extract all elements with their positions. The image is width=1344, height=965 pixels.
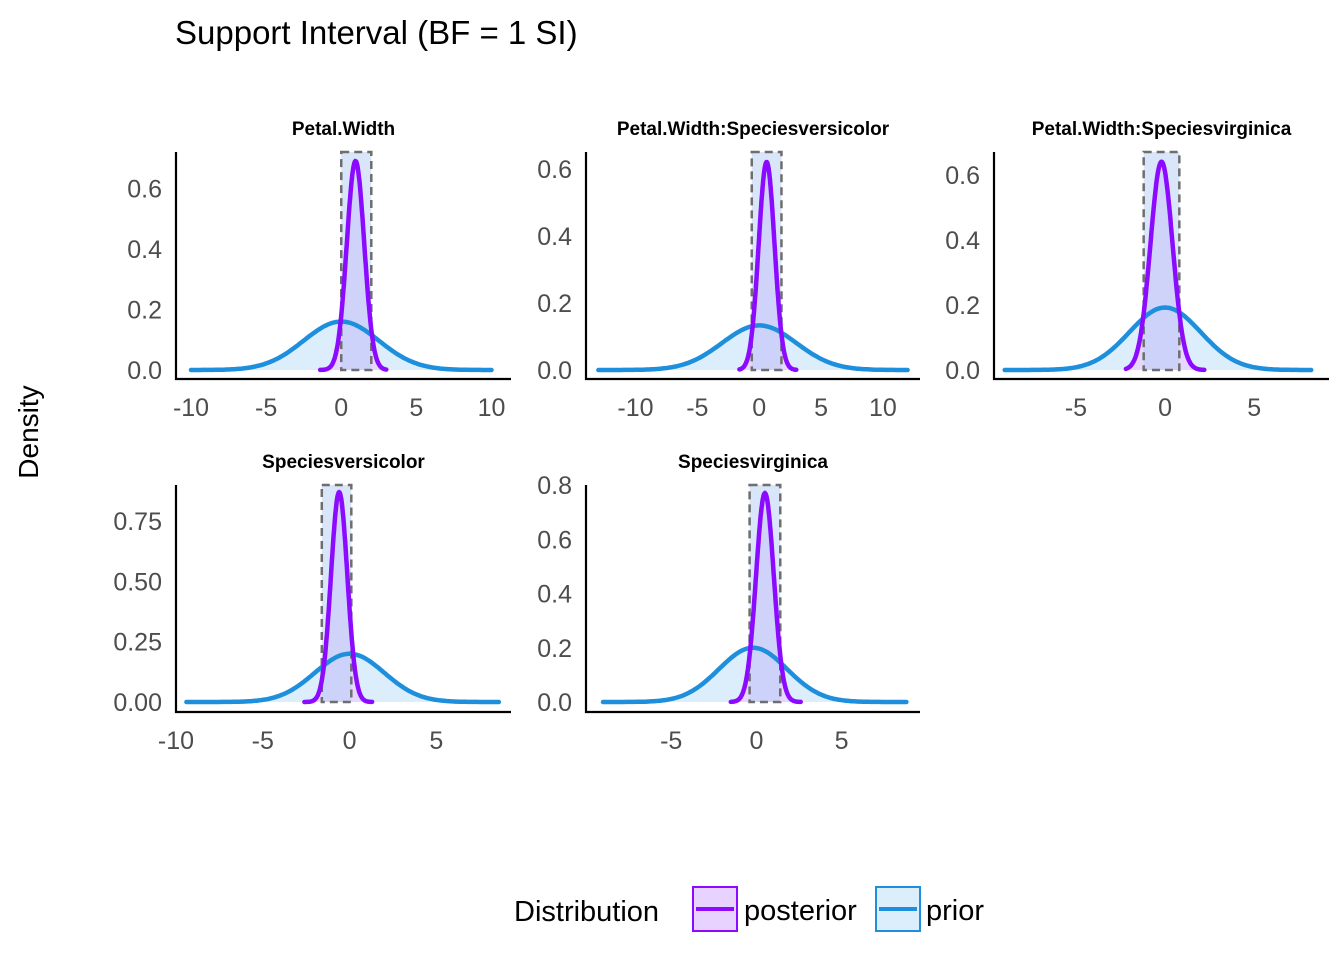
y-tick-label: 0.4 — [945, 227, 980, 255]
y-tick-label: 0.0 — [127, 357, 162, 385]
y-tick-label: 0.00 — [113, 689, 162, 717]
x-tick-label: 0 — [334, 394, 348, 422]
x-tick-label: 5 — [429, 727, 443, 755]
facet-strip-label: Speciesvirginica — [678, 452, 828, 473]
y-axis-label: Density — [13, 385, 44, 478]
y-tick-label: 0.4 — [537, 223, 572, 251]
legend-label-prior: prior — [926, 895, 984, 927]
y-tick-label: 0.0 — [537, 357, 572, 385]
posterior-line — [1123, 159, 1207, 373]
facet-speciesvirginica: Speciesvirginica 0.0 0.2 0.4 0.6 0.8 -5 0 5 — [537, 452, 920, 755]
legend-key-posterior — [692, 886, 738, 932]
facet-strip-label: Petal.Width — [292, 119, 395, 140]
prior-line — [1002, 305, 1314, 373]
y-tick-label: 0.25 — [113, 629, 162, 657]
prior-line — [600, 645, 909, 705]
posterior-line — [737, 159, 799, 373]
posterior-line — [317, 158, 389, 373]
facet-strip-label: Petal.Width:Speciesversicolor — [617, 119, 890, 140]
y-tick-label: 0.6 — [537, 526, 572, 554]
facet-strip-label: Petal.Width:Speciesvirginica — [1032, 119, 1292, 140]
x-tick-label: -5 — [1065, 394, 1087, 422]
y-tick-label: 0.6 — [945, 162, 980, 190]
y-tick-label: 0.4 — [537, 581, 572, 609]
x-tick-label: 0 — [343, 727, 357, 755]
x-tick-label: 0 — [1158, 394, 1172, 422]
x-tick-label: -5 — [255, 394, 277, 422]
legend-key-prior — [875, 886, 921, 932]
y-tick-label: 0.4 — [127, 236, 162, 264]
x-tick-label: 10 — [478, 394, 506, 422]
x-tick-label: 5 — [835, 727, 849, 755]
y-tick-label: 0.75 — [113, 508, 162, 536]
y-tick-label: 0.0 — [537, 689, 572, 717]
facet-strip-label: Speciesversicolor — [262, 452, 425, 473]
x-tick-label: -10 — [158, 727, 194, 755]
facet-speciesversicolor: Speciesversicolor 0.00 0.25 0.50 0.75 -10 -5 0 5 — [113, 452, 511, 755]
y-tick-label: 0.50 — [113, 568, 162, 596]
y-tick-label: 0.8 — [537, 472, 572, 500]
x-tick-label: -5 — [252, 727, 274, 755]
x-tick-label: -5 — [686, 394, 708, 422]
legend: Distribution posterior prior — [514, 886, 984, 932]
posterior-line — [728, 490, 803, 705]
legend-title: Distribution — [514, 896, 659, 928]
x-tick-label: -10 — [173, 394, 209, 422]
facet-petal-width-speciesversicolor: Petal.Width:Speciesversicolor 0.0 0.2 0.4 0.… — [537, 119, 920, 422]
y-tick-label: 0.0 — [945, 357, 980, 385]
x-tick-label: 0 — [749, 727, 763, 755]
y-tick-label: 0.2 — [127, 296, 162, 324]
x-tick-label: 5 — [814, 394, 828, 422]
x-tick-label: -5 — [660, 727, 682, 755]
x-tick-label: 10 — [869, 394, 897, 422]
posterior-line — [302, 489, 375, 705]
y-tick-label: 0.6 — [127, 175, 162, 203]
facet-petal-width: Petal.Width 0.0 0.2 0.4 0.6 -10 -5 0 5 10 — [127, 119, 511, 422]
y-tick-label: 0.2 — [945, 292, 980, 320]
y-tick-label: 0.6 — [537, 156, 572, 184]
y-tick-label: 0.2 — [537, 635, 572, 663]
prior-line — [184, 651, 502, 705]
x-tick-label: 0 — [752, 394, 766, 422]
facet-petal-width-speciesvirginica: Petal.Width:Speciesvirginica 0.0 0.2 0.4 0.6… — [945, 119, 1329, 422]
x-tick-label: 5 — [409, 394, 423, 422]
y-tick-label: 0.2 — [537, 290, 572, 318]
plot-title: Support Interval (BF = 1 SI) — [175, 14, 578, 51]
x-tick-label: -10 — [617, 394, 653, 422]
legend-label-posterior: posterior — [744, 895, 857, 927]
x-tick-label: 5 — [1247, 394, 1261, 422]
